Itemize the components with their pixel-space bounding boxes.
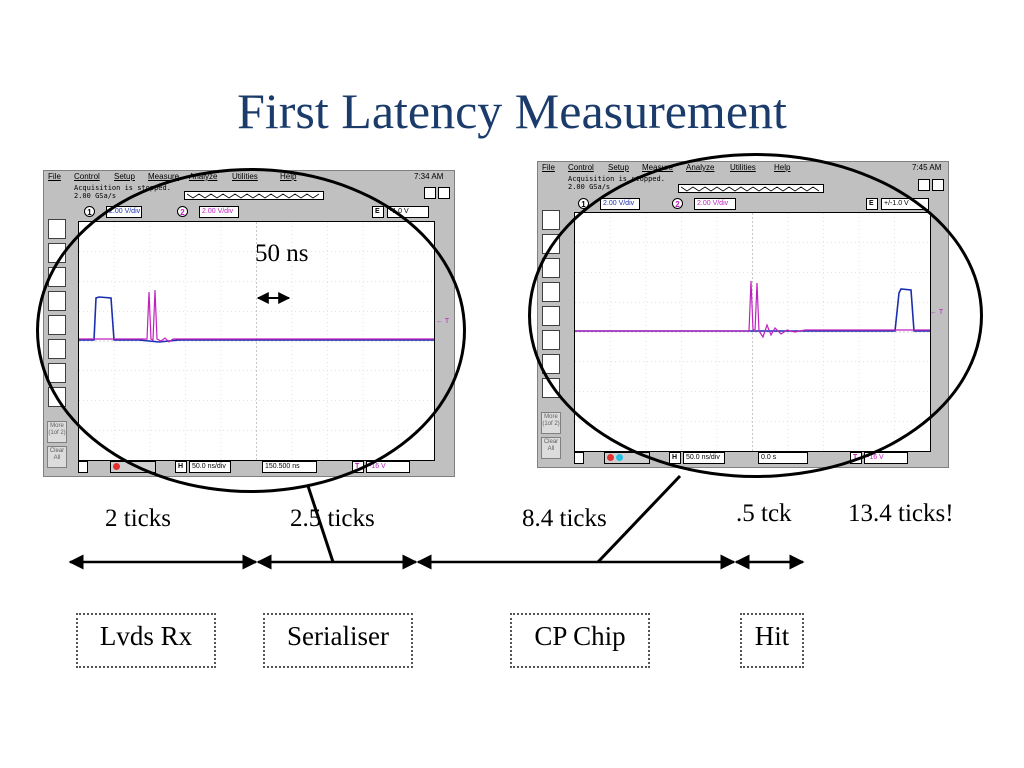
channel-1-icon[interactable]: 1 — [84, 206, 95, 217]
box-cp-chip: CP Chip — [510, 613, 650, 668]
menu-control[interactable]: Control — [74, 172, 100, 181]
box-hit: Hit — [740, 613, 804, 668]
clock: 7:34 AM — [414, 172, 444, 181]
highlight-ellipse-right — [528, 153, 983, 478]
more-button[interactable]: More (1of 2) — [541, 412, 561, 434]
ticks-serialiser: 2.5 ticks — [290, 505, 375, 532]
help-icon[interactable] — [574, 452, 584, 464]
print-icon[interactable] — [438, 187, 450, 199]
annotation-50ns: 50 ns — [255, 240, 309, 267]
highlight-ellipse-left — [36, 168, 466, 493]
ticks-total: 13.4 ticks! — [848, 500, 954, 527]
run-stop-icon[interactable] — [918, 179, 930, 191]
menu-file[interactable]: File — [542, 163, 555, 172]
box-serialiser: Serialiser — [263, 613, 413, 668]
rising-edge-icon[interactable] — [542, 210, 560, 230]
clear-all-button[interactable]: Clear All — [541, 437, 561, 459]
box-lvds-rx: Lvds Rx — [76, 613, 216, 668]
ticks-lvds: 2 ticks — [105, 505, 171, 532]
status-sample-rate: 2.00 GSa/s — [568, 183, 611, 191]
menu-control[interactable]: Control — [568, 163, 594, 172]
clock: 7:45 AM — [912, 163, 942, 172]
more-button[interactable]: More (1of 2) — [47, 421, 67, 443]
menu-file[interactable]: File — [48, 172, 61, 181]
menu-measure[interactable]: Measure — [148, 172, 180, 181]
run-stop-icon[interactable] — [424, 187, 436, 199]
help-icon[interactable] — [78, 461, 88, 473]
print-icon[interactable] — [932, 179, 944, 191]
ticks-hit: .5 tck — [736, 500, 792, 527]
slide-title: First Latency Measurement — [237, 83, 787, 139]
status-sample-rate: 2.00 GSa/s — [74, 192, 117, 200]
clear-all-button[interactable]: Clear All — [47, 446, 67, 468]
rising-edge-icon[interactable] — [48, 219, 66, 239]
menu-setup[interactable]: Setup — [608, 163, 629, 172]
trigger-value-field[interactable]: -16 V — [366, 461, 410, 473]
menu-setup[interactable]: Setup — [114, 172, 135, 181]
ticks-cp: 8.4 ticks — [522, 505, 607, 532]
